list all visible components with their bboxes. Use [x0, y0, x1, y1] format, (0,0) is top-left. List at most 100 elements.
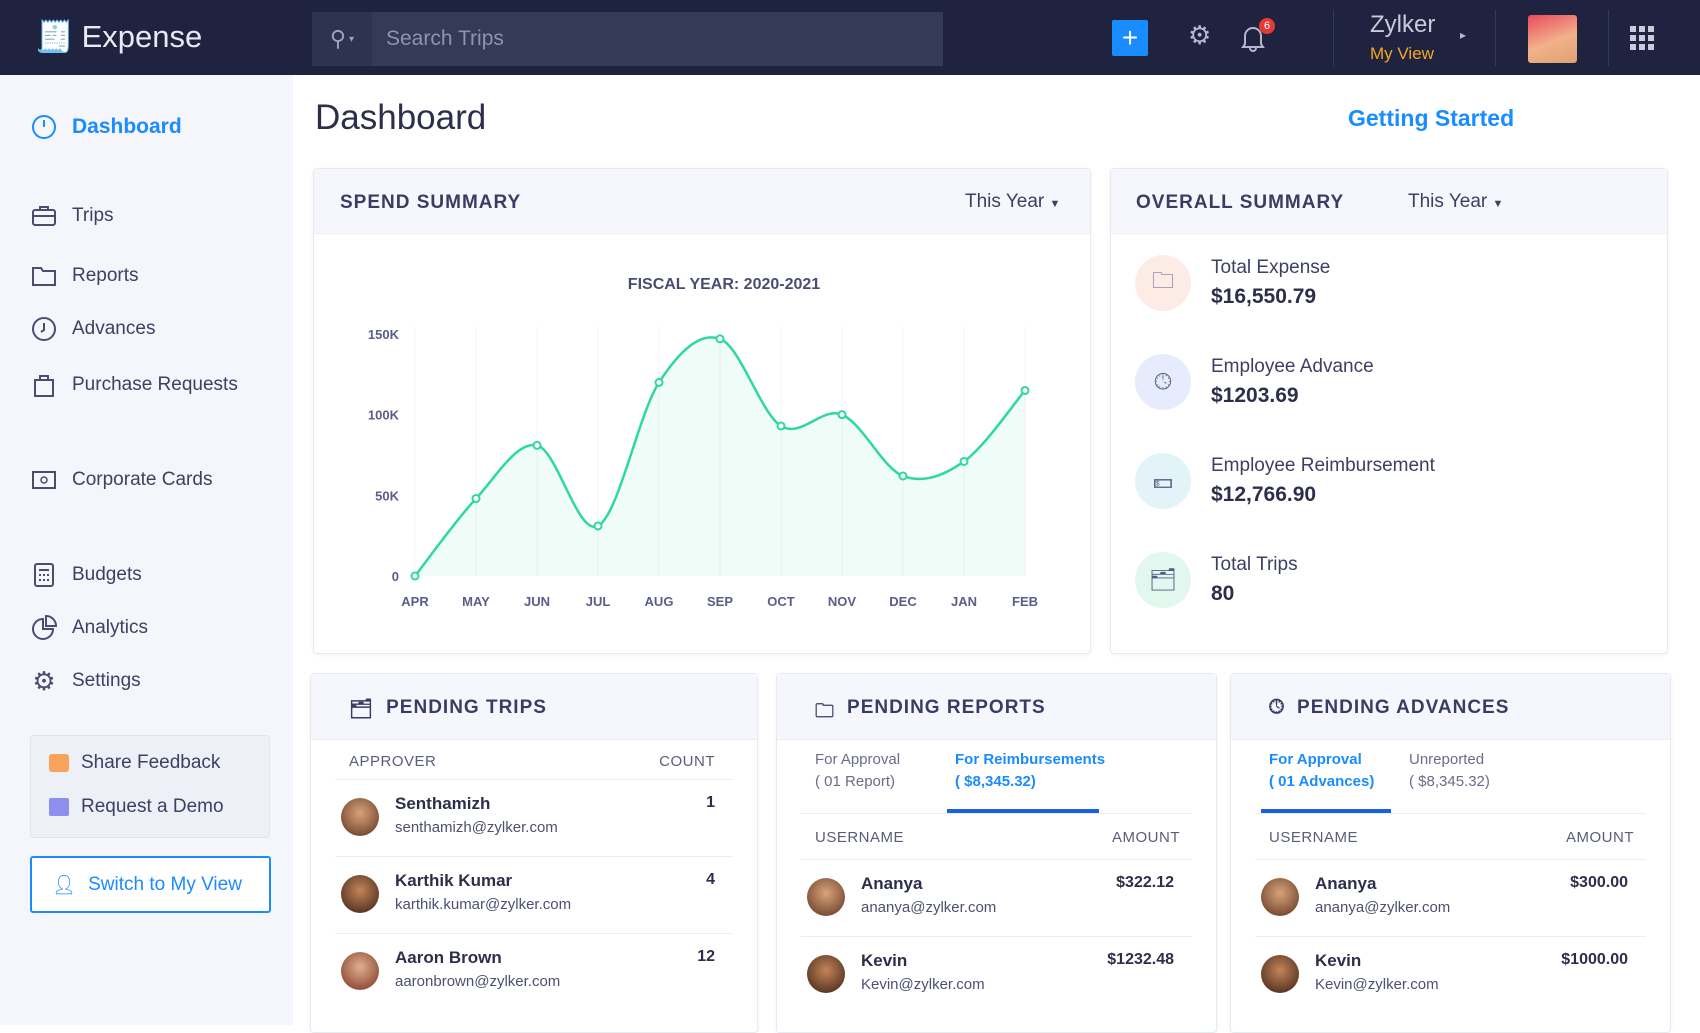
table-row[interactable]: Senthamizh senthamizh@zylker.com 1: [335, 779, 733, 856]
data-point[interactable]: [1020, 385, 1030, 395]
sidebar-item-advances[interactable]: Advances: [30, 315, 155, 343]
column-header-count: COUNT: [659, 753, 715, 770]
request-demo-label: Request a Demo: [81, 796, 224, 817]
data-point[interactable]: [837, 410, 847, 420]
sidebar-item-dashboard[interactable]: Dashboard: [30, 113, 182, 141]
chat-icon: [49, 754, 69, 772]
summary-value: $16,550.79: [1211, 285, 1317, 308]
row-email: karthik.kumar@zylker.com: [395, 896, 572, 913]
row-value: $300.00: [1570, 874, 1628, 891]
share-feedback-label: Share Feedback: [81, 752, 221, 773]
user-avatar[interactable]: [1528, 15, 1577, 63]
request-demo-link[interactable]: Request a Demo: [49, 796, 224, 818]
row-name: Kevin: [1315, 951, 1362, 970]
sidebar-item-analytics[interactable]: Analytics: [30, 614, 148, 642]
column-header-amount: AMOUNT: [1112, 829, 1180, 846]
feedback-box: Share Feedback Request a Demo: [30, 735, 270, 838]
table-row[interactable]: Kevin Kevin@zylker.com $1232.48: [801, 936, 1192, 1013]
row-name: Karthik Kumar: [395, 871, 513, 890]
chevron-down-icon: ▾: [349, 33, 355, 45]
summary-item: 🗀 Total Expense $16,550.79: [1135, 255, 1330, 311]
summary-item: 🗂︎ Total Trips 80: [1135, 552, 1298, 608]
spend-summary-card: SPEND SUMMARY This Year ▼: [313, 168, 1091, 654]
sidebar-item-trips[interactable]: Trips: [30, 202, 114, 230]
period-dropdown[interactable]: This Year ▼: [965, 191, 1060, 213]
sidebar-item-budgets[interactable]: Budgets: [30, 561, 142, 589]
card-header: [777, 674, 1216, 740]
apps-grid-icon[interactable]: [1630, 26, 1654, 50]
data-point[interactable]: [898, 471, 908, 481]
caret-down-icon: ▼: [1049, 198, 1061, 210]
presentation-icon: [49, 798, 69, 816]
x-tick-label: FEB: [1012, 594, 1038, 609]
view-label[interactable]: My View: [1370, 44, 1434, 63]
data-point[interactable]: [410, 571, 420, 581]
divider: [1495, 10, 1496, 66]
bell-icon[interactable]: [1240, 24, 1266, 52]
receipt-icon: 🧾: [35, 19, 74, 54]
row-name: Ananya: [861, 874, 923, 893]
switch-view-button[interactable]: 👤︎ Switch to My View: [30, 856, 271, 913]
getting-started-link[interactable]: Getting Started: [1348, 105, 1515, 131]
data-point[interactable]: [959, 456, 969, 466]
column-header-username: USERNAME: [815, 829, 905, 846]
share-feedback-link[interactable]: Share Feedback: [49, 752, 220, 774]
data-point[interactable]: [776, 421, 786, 431]
sidebar-item-settings[interactable]: ⚙ Settings: [30, 666, 140, 696]
card-header: [1231, 674, 1670, 740]
org-name[interactable]: Zylker: [1370, 11, 1436, 38]
bag-icon: [30, 371, 58, 399]
data-point[interactable]: [593, 521, 603, 531]
app-logo[interactable]: 🧾 Expense: [35, 18, 202, 55]
data-point[interactable]: [715, 334, 725, 344]
folder-icon: 🗀: [815, 701, 836, 722]
add-button[interactable]: +: [1112, 20, 1148, 56]
tab-for-reimbursements[interactable]: For Reimbursements ( $8,345.32): [955, 749, 1105, 793]
sidebar-item-label: Reports: [72, 265, 139, 286]
tab-label: For Reimbursements: [955, 751, 1106, 768]
briefcase-icon: [30, 202, 58, 230]
switch-view-label: Switch to My View: [88, 873, 242, 895]
data-point[interactable]: [532, 440, 542, 450]
sidebar-item-label: Advances: [72, 318, 156, 339]
tab-sublabel: ( 01 Report): [815, 773, 896, 790]
summary-label: Employee Reimbursement: [1211, 455, 1435, 476]
tab-unreported[interactable]: Unreported ( $8,345.32): [1409, 749, 1490, 793]
row-name: Ananya: [1315, 874, 1377, 893]
table-row[interactable]: Kevin Kevin@zylker.com $1000.00: [1255, 936, 1646, 1013]
summary-item: 🕓︎ Employee Advance $1203.69: [1135, 354, 1374, 410]
sidebar-item-purchase-requests[interactable]: Purchase Requests: [30, 371, 238, 399]
x-tick-label: MAY: [462, 594, 490, 609]
search-icon[interactable]: ⚲ ▾: [312, 12, 372, 66]
sidebar-item-label: Purchase Requests: [72, 374, 238, 395]
chevron-right-icon[interactable]: ▸: [1460, 28, 1467, 42]
data-point[interactable]: [654, 377, 664, 387]
tab-for-approval[interactable]: For Approval ( 01 Advances): [1269, 749, 1374, 793]
table-row[interactable]: Ananya ananya@zylker.com $300.00: [1255, 859, 1646, 936]
summary-value: $12,766.90: [1211, 483, 1317, 506]
row-value: $1000.00: [1561, 951, 1628, 968]
card-header: [1111, 169, 1667, 234]
table-row[interactable]: Aaron Brown aaronbrown@zylker.com 12: [335, 933, 733, 1010]
period-dropdown[interactable]: This Year ▼: [1408, 191, 1503, 213]
clock-icon: 🕓︎: [1269, 697, 1286, 718]
table-row[interactable]: Karthik Kumar karthik.kumar@zylker.com 4: [335, 856, 733, 933]
tab-label: For Approval: [815, 751, 901, 768]
clock-icon: [30, 315, 58, 343]
search-box[interactable]: ⚲ ▾: [312, 12, 943, 66]
gear-icon[interactable]: ⚙: [1188, 20, 1212, 50]
x-tick-label: DEC: [889, 594, 917, 609]
active-tab-indicator: [947, 809, 1099, 813]
data-point[interactable]: [471, 494, 481, 504]
sidebar-item-corporate-cards[interactable]: Corporate Cards: [30, 466, 212, 494]
caret-down-icon: ▼: [1492, 198, 1504, 210]
series-line: [414, 336, 1026, 577]
row-email: aaronbrown@zylker.com: [395, 973, 561, 990]
tab-for-approval[interactable]: For Approval ( 01 Report): [815, 749, 900, 793]
x-tick-label: JUL: [586, 594, 611, 609]
sidebar-item-reports[interactable]: Reports: [30, 262, 139, 290]
row-email: Kevin@zylker.com: [861, 976, 985, 993]
search-input[interactable]: [372, 27, 932, 51]
card-title: OVERALL SUMMARY: [1136, 192, 1345, 213]
table-row[interactable]: Ananya ananya@zylker.com $322.12: [801, 859, 1192, 936]
